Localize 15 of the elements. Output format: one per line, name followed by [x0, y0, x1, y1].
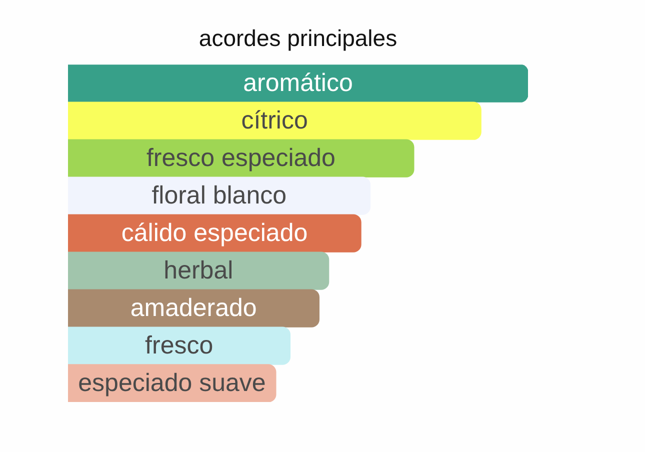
- y-tick-label: fresco especiado: [146, 144, 336, 172]
- y-tick-label: floral blanco: [152, 182, 287, 210]
- y-tick-label: amaderado: [130, 294, 257, 322]
- bar: [68, 252, 330, 290]
- y-tick-label: especiado suave: [78, 369, 266, 398]
- chart-title: acordes principales: [198, 25, 398, 52]
- y-tick-label: herbal: [164, 256, 234, 285]
- y-tick-label: cálido especiado: [121, 219, 308, 248]
- bar: [68, 176, 371, 215]
- y-tick-label: aromático: [243, 69, 353, 98]
- y-tick-label: cítrico: [241, 106, 308, 135]
- y-tick-label: fresco: [145, 332, 214, 360]
- bar: [68, 64, 528, 102]
- bar: [68, 326, 291, 365]
- bar: [68, 102, 482, 140]
